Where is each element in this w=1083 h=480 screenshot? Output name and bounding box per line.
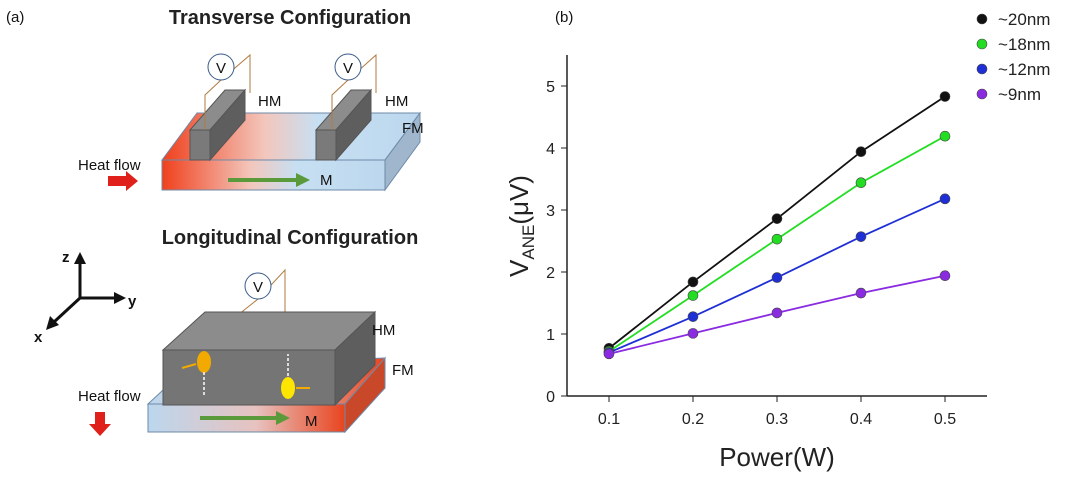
y-tick-label: 4 (546, 141, 555, 158)
m-arrowhead (296, 173, 310, 187)
legend-marker (976, 88, 988, 100)
panel-label: (a) (6, 9, 24, 26)
coord-arrowheads (46, 252, 126, 330)
legend-label: ~12nm (998, 60, 1050, 79)
data-point (855, 287, 867, 299)
y-axis-title: VANE(μV) (504, 175, 538, 277)
y-tick-label: 2 (546, 265, 555, 282)
hm-bar (188, 88, 373, 162)
y-axis-title-unit: (μV) (504, 175, 534, 225)
x-tick-label: 0.3 (766, 411, 788, 428)
spin-arrows (203, 354, 289, 396)
voltmeter-label: V (216, 60, 226, 77)
x-axis-title: Power(W) (719, 442, 835, 472)
axis-label: y (128, 293, 137, 310)
m-arrowhead (276, 411, 290, 425)
panel-b: (b) Power(W) VANE(μV) (504, 9, 835, 472)
y-tick-label: 3 (546, 203, 555, 220)
data-point (939, 130, 951, 142)
coord-axes (52, 262, 116, 324)
title: Transverse Configuration (169, 7, 411, 29)
data-point (603, 348, 615, 360)
m-label: M (305, 413, 318, 430)
voltmeter (207, 53, 362, 300)
y-tick-label: 0 (546, 389, 555, 406)
hm-label: HM (258, 93, 281, 110)
data-point (939, 270, 951, 282)
heat-arrow (108, 171, 138, 191)
title: Longitudinal Configuration (162, 227, 419, 249)
fm-front (161, 159, 386, 191)
x-tick-label: 0.1 (598, 411, 620, 428)
fm-side (384, 111, 421, 192)
data-point (855, 231, 867, 242)
m-label: M (320, 172, 333, 189)
data-point (771, 233, 783, 245)
data-point (855, 146, 867, 158)
data-point (855, 177, 867, 189)
voltmeter-label: V (343, 60, 353, 77)
legend-label: ~9nm (998, 85, 1041, 104)
x-tick-label: 0.4 (850, 411, 872, 428)
fm-label: FM (402, 120, 424, 137)
fm-side (344, 356, 386, 434)
legend-label: ~18nm (998, 35, 1050, 54)
heat-flow-label: Heat flow (78, 388, 141, 405)
data-point (687, 290, 699, 301)
hm-label: HM (385, 93, 408, 110)
data-point (939, 193, 951, 205)
data-point (771, 307, 783, 319)
panel-label: (b) (555, 9, 573, 26)
axis-label: x (34, 329, 43, 346)
data-point (687, 328, 699, 339)
x-tick-label: 0.5 (934, 411, 956, 428)
legend-marker (976, 13, 988, 25)
y-tick-label: 5 (546, 79, 555, 96)
fm-label: FM (392, 362, 414, 379)
voltmeter-label: V (253, 279, 263, 296)
spin (281, 377, 295, 399)
y-axis-title-sub: ANE (519, 225, 538, 260)
legend-label: ~20nm (998, 10, 1050, 29)
legend-marker (976, 63, 988, 75)
axis-label: z (62, 249, 70, 266)
hm-label: HM (372, 322, 395, 339)
heat-arrow (89, 412, 111, 436)
spin-arrows (181, 363, 310, 389)
data-point (771, 272, 783, 283)
y-tick-label: 1 (546, 327, 555, 344)
x-tick-label: 0.2 (682, 411, 704, 428)
y-axis-title-main: V (504, 259, 534, 277)
heat-flow-label: Heat flow (78, 157, 141, 174)
spin (197, 351, 211, 373)
data-point (687, 311, 699, 322)
data-point (771, 213, 783, 224)
legend-marker (976, 38, 988, 50)
data-point (939, 91, 951, 102)
data-point (687, 276, 699, 288)
panel-a: (a) Transverse Configuration V V HM HM F… (6, 7, 424, 436)
hm-front (162, 349, 336, 406)
